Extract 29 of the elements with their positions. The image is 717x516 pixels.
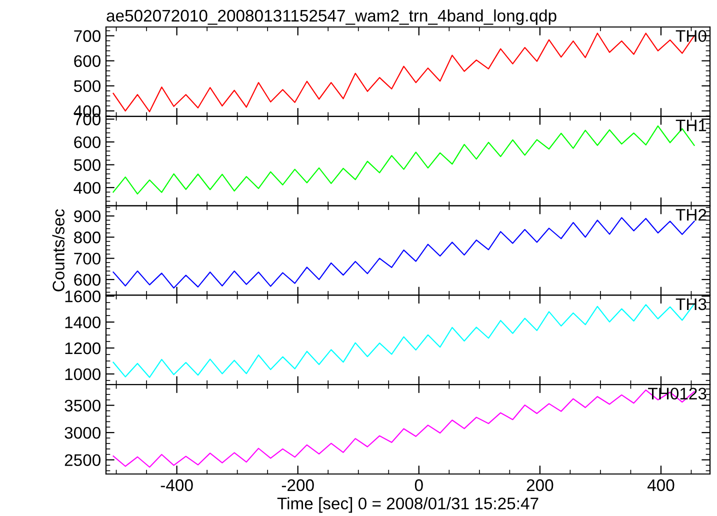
y-tick-label: 1600	[65, 290, 100, 302]
y-tick-label: 900	[74, 210, 100, 222]
y-tick-label: 500	[74, 80, 100, 92]
y-tick-label: 700	[74, 30, 100, 42]
y-tick-label: 1000	[65, 368, 100, 380]
y-tick-label: 1400	[65, 316, 100, 328]
y-tick-label: 600	[74, 136, 100, 148]
x-axis-title: Time [sec] 0 = 2008/01/31 15:25:47	[277, 497, 538, 513]
y-tick-label: 800	[74, 232, 100, 244]
y-tick-label: 600	[74, 55, 100, 68]
series-label: TH1	[676, 120, 706, 132]
y-tick-label: 1200	[65, 342, 100, 354]
series-label: TH0	[676, 30, 706, 42]
y-tick-label: 500	[74, 159, 100, 171]
series-label: TH3	[676, 298, 706, 310]
y-tick-label: 3000	[64, 426, 100, 439]
chart-title: ae502072010_20080131152547_wam2_trn_4band_long.qdp	[106, 9, 556, 25]
y-tick-label: 600	[74, 274, 100, 286]
series-label: TH2	[676, 208, 706, 221]
x-tick-label: -400	[160, 479, 193, 492]
x-tick-label: -200	[282, 479, 314, 492]
y-tick-label: 2500	[64, 454, 100, 466]
x-tick-label: 0	[414, 479, 423, 492]
y-axis-title: Counts/sec	[52, 209, 64, 292]
y-tick-label: 3500	[64, 400, 100, 412]
x-tick-label: 200	[526, 479, 554, 492]
x-tick-label: 400	[647, 479, 674, 492]
y-tick-label: 400	[74, 182, 100, 194]
y-tick-label: 700	[74, 252, 100, 265]
